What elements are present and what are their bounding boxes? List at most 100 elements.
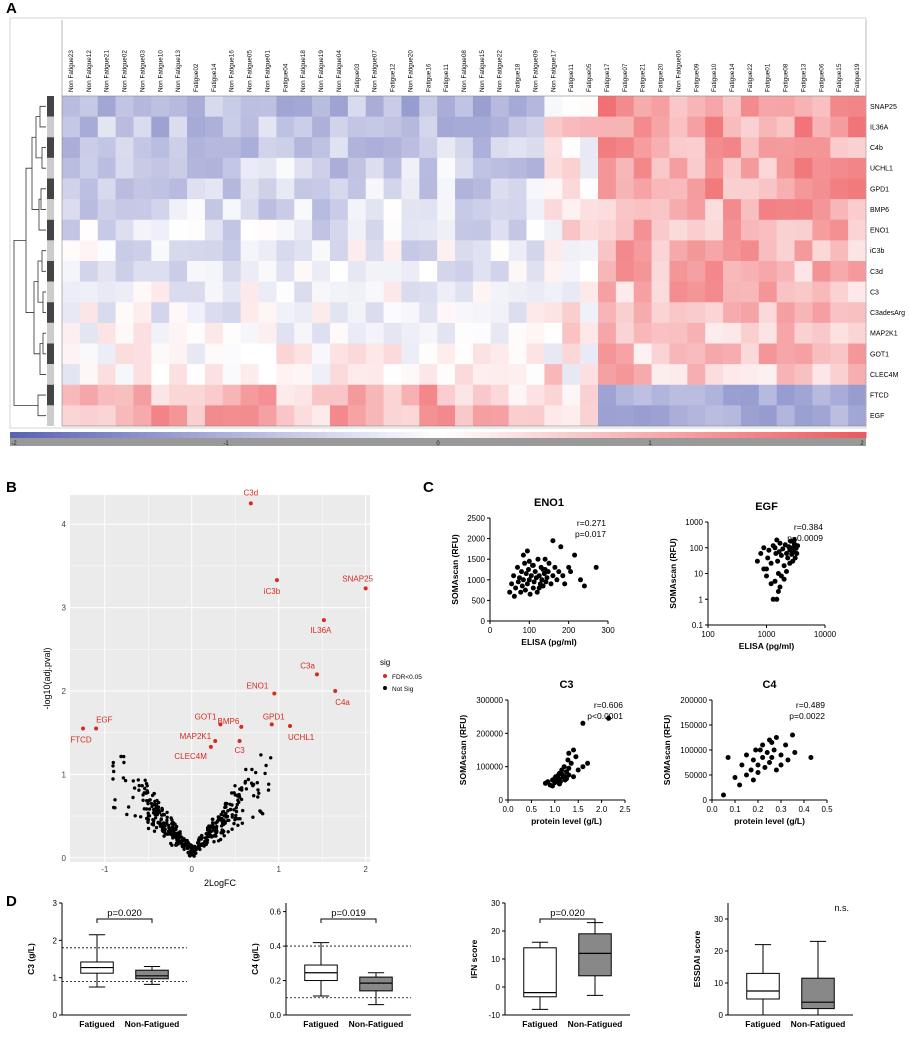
scatter-ytick-label: 100000 [680,746,707,755]
heatmap-cell [347,322,367,344]
heatmap-cell [490,96,509,117]
heatmap-column-label: Non Fatigue10 [157,50,164,92]
volcano-point-nonsig [234,809,239,814]
heatmap-cell [848,178,867,200]
heatmap-cell [651,96,670,117]
heatmap-cell [455,322,474,344]
volcano-point-nonsig [155,813,159,817]
scale-segment [241,432,251,438]
scale-segment [18,432,28,438]
heatmap-cell [794,343,813,365]
heatmap-cell [830,178,849,200]
heatmap-cell [97,322,116,344]
heatmap-cell [330,281,349,303]
scale-segment [352,432,362,438]
heatmap-cell [633,384,652,406]
heatmap-cell [812,281,831,303]
heatmap-cell [294,322,313,344]
heatmap-cell [294,137,313,159]
heatmap-cell [455,157,474,179]
volcano-group: -1 0 1 2 0 1 2 3 4 2LogFC -log10(adj.pval) C3d iC3b S… [42,488,422,888]
scatter-point [750,757,756,763]
volcano-point-nonsig [214,821,218,825]
heatmap-cell [580,364,599,386]
heatmap-cell [669,137,688,159]
volcano-point-nonsig [243,779,248,784]
heatmap-cell [580,157,599,179]
scatter-xtick-label: 0.5 [526,805,538,814]
heatmap-cell [276,219,295,241]
volcano-point-label: ENO1 [247,682,269,691]
scatter-xtick-label: 0 [488,626,493,635]
volcano-point-nonsig [189,848,193,853]
heatmap-cell [633,199,652,221]
heatmap-cell [848,343,867,365]
volcano-point-label: C3d [244,488,259,497]
scatter-point [543,579,549,585]
heatmap-cell [222,178,241,200]
heatmap-cell [258,96,277,117]
heatmap-cell [651,302,670,324]
scatter-point [791,537,797,543]
scale-segment [652,432,662,438]
heatmap-cell [204,157,224,179]
heatmap-cell [294,343,313,365]
scale-segment [600,432,610,438]
heatmap-cell [330,219,349,241]
heatmap-cell [312,96,331,117]
boxplot-ytick-label: 0 [496,983,501,992]
heatmap-cell [794,240,813,262]
volcano-ytick-label: 4 [62,520,67,529]
heatmap-row-label: SNAP25 [870,104,897,111]
heatmap-cell [740,405,760,427]
volcano-point-nonsig [233,784,237,788]
heatmap-cell [294,261,313,282]
dendrogram-branch [13,239,38,406]
heatmap-cell [151,219,170,241]
heatmap-column-label: Non Fatigue04 [336,50,343,92]
heatmap-cell [490,178,509,200]
boxplot-box [523,947,557,998]
scatter-point [517,575,522,581]
heatmap-cell [562,322,581,344]
heatmap-cell [455,261,474,282]
heatmap-cell [633,96,652,117]
heatmap-cell [794,116,813,138]
heatmap-cell [330,322,349,344]
heatmap-cell [580,405,599,427]
scale-segment [489,432,499,438]
heatmap-cell [62,157,81,179]
heatmap-cell [383,199,402,221]
scatter-ytick-label: 1000 [685,518,703,527]
heatmap-cell [187,137,206,159]
heatmap-cell [294,199,313,221]
scatter-point [761,566,767,572]
scale-segment [403,432,413,438]
heatmap-cell [97,137,116,159]
heatmap-cell [562,281,581,303]
heatmap-cell [79,281,99,303]
heatmap-row-label: GOT1 [870,351,889,358]
heatmap-cell [544,178,563,200]
heatmap-cell [365,302,384,324]
scatter-ytick-label: 1000 [467,576,485,585]
scale-segment [711,432,721,438]
scatter-point [764,573,769,579]
heatmap-cell [776,322,795,344]
heatmap-cell [848,302,867,324]
heatmap-cell [669,322,688,344]
heatmap-cell [151,261,170,282]
scatter-point [725,755,731,760]
boxplot-ytick-label: 1 [53,974,58,983]
scatter-point [768,560,774,566]
heatmap-cell [580,178,599,200]
scatter-point [775,589,781,594]
heatmap-cell [365,240,384,262]
scatter-point [593,564,599,570]
boxplot-category-label: Non-Fatigued [349,1019,404,1029]
volcano-point-nonsig [162,834,166,838]
scale-segment [335,432,345,438]
scale-segment [129,432,139,438]
heatmap-cell [526,343,545,365]
scale-segment [35,432,45,438]
